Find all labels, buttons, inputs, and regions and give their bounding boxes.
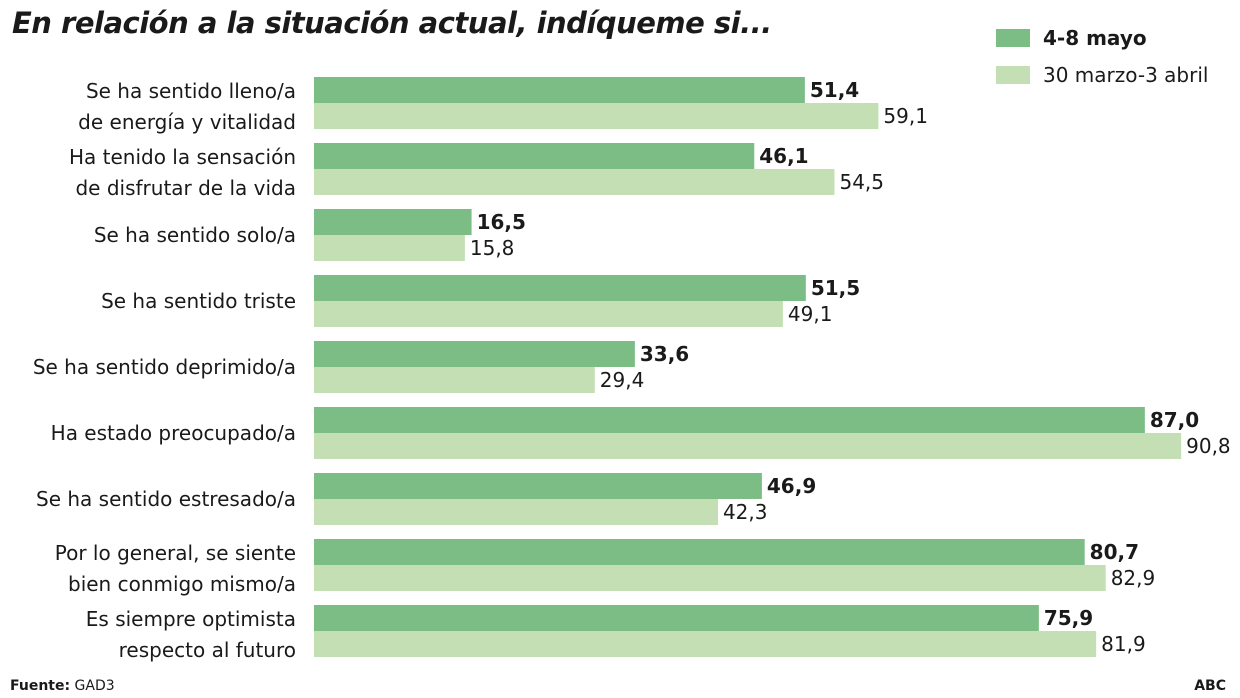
data-label: 80,7 [1090,540,1139,564]
category-label: Ha tenido la sensación [69,145,296,169]
data-label: 46,9 [767,474,816,498]
data-label: 59,1 [883,104,928,128]
data-label: 29,4 [600,368,645,392]
bar [314,565,1106,591]
category-label: Se ha sentido triste [101,289,296,313]
bar [314,433,1182,459]
data-label: 90,8 [1186,434,1231,458]
data-label: 54,5 [839,170,884,194]
legend-swatch-dark-green [996,29,1030,47]
data-label: 82,9 [1111,566,1156,590]
category-label: Se ha sentido deprimido/a [33,355,296,379]
legend-label: 4-8 mayo [1043,26,1147,50]
bar [314,499,718,525]
data-label: 42,3 [723,500,768,524]
bar [314,103,879,129]
bar [314,473,762,499]
source-value: GAD3 [74,678,115,694]
legend-swatch-light-green [996,66,1030,84]
data-label: 49,1 [788,302,833,326]
category-label: Ha estado preocupado/a [51,421,296,445]
bar [314,143,755,169]
category-label: Se ha sentido estresado/a [36,487,296,511]
data-label: 81,9 [1101,632,1146,656]
bar [314,209,472,235]
category-label: de energía y vitalidad [78,110,296,134]
legend-item-series-2: 30 marzo-3 abril [996,63,1208,87]
data-label: 15,8 [470,236,515,260]
bar [314,169,835,195]
legend-item-series-1: 4-8 mayo [996,26,1147,50]
chart-title: En relación a la situación actual, indíq… [12,6,772,40]
brand-logo: ABC [1194,678,1226,694]
data-label: 46,1 [759,144,808,168]
data-label: 87,0 [1150,408,1199,432]
bar [314,341,635,367]
category-label: Por lo general, se siente [55,541,296,565]
data-label: 51,4 [810,78,859,102]
bar [314,275,806,301]
category-label: Se ha sentido solo/a [94,223,296,247]
bar [314,301,783,327]
category-label: bien conmigo mismo/a [68,572,296,596]
bar [314,605,1039,631]
legend-label: 30 marzo-3 abril [1043,63,1209,87]
bar [314,631,1097,657]
bar [314,235,465,261]
data-label: 51,5 [811,276,860,300]
bar [314,539,1085,565]
source-label: Fuente: [10,678,71,694]
category-label: Es siempre optimista [86,607,296,631]
category-label: respecto al futuro [119,638,296,662]
source-note: Fuente: GAD3 [10,678,115,694]
bar [314,407,1145,433]
data-label: 16,5 [477,210,526,234]
category-label: Se ha sentido lleno/a [86,79,296,103]
data-label: 33,6 [640,342,689,366]
data-label: 75,9 [1044,606,1093,630]
category-label: de disfrutar de la vida [75,176,296,200]
bar [314,367,595,393]
bar [314,77,805,103]
